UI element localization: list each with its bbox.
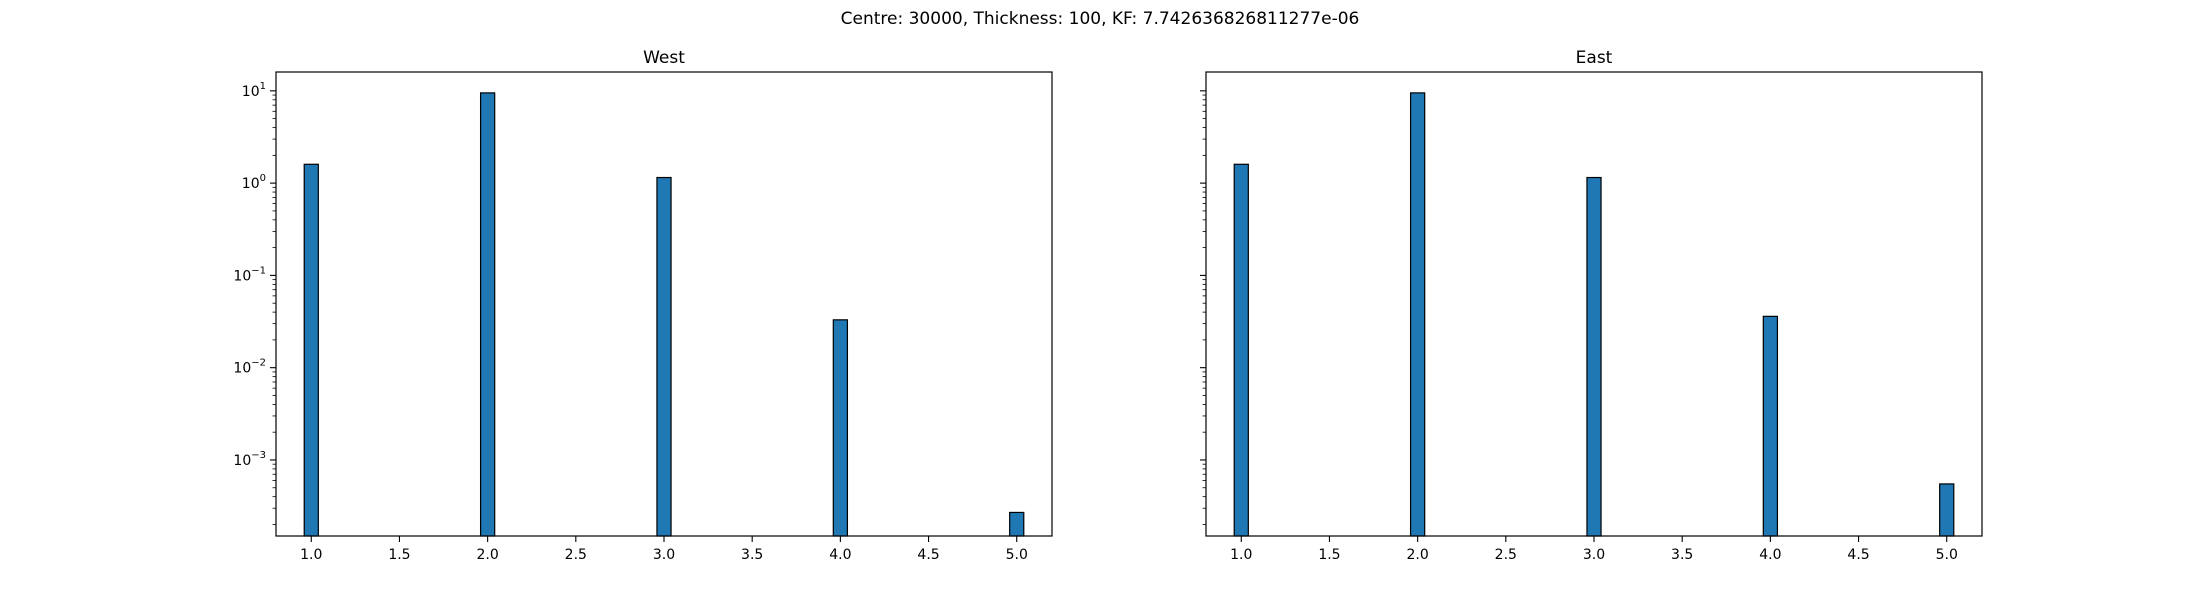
y-tick-label: 10−3 bbox=[233, 450, 266, 469]
y-tick-exponent: −1 bbox=[251, 265, 266, 276]
x-tick-label: 4.5 bbox=[1847, 547, 1869, 563]
x-tick-label: 4.5 bbox=[917, 547, 939, 563]
y-tick-exponent: 0 bbox=[260, 173, 266, 184]
y-tick-base: 10 bbox=[233, 361, 251, 377]
x-tick-label: 5.0 bbox=[1936, 547, 1958, 563]
x-tick-label: 1.5 bbox=[1318, 547, 1340, 563]
bar-1 bbox=[1233, 163, 1249, 537]
x-tick-label: 2.0 bbox=[477, 547, 499, 563]
x-tick-label: 1.5 bbox=[388, 547, 410, 563]
x-tick-label: 2.5 bbox=[565, 547, 587, 563]
x-tick-label: 2.5 bbox=[1495, 547, 1517, 563]
x-tick-label: 3.0 bbox=[1583, 547, 1605, 563]
x-tick-label: 3.0 bbox=[653, 547, 675, 563]
x-tick-label: 4.0 bbox=[1759, 547, 1781, 563]
x-tick-label: 3.5 bbox=[741, 547, 763, 563]
east-panel: East 1.0 1.5 2.0 2.5 3.0 3.5 4.0 4.5 5.0 bbox=[1200, 48, 1983, 563]
x-tick-label: 2.0 bbox=[1407, 547, 1429, 563]
x-tick-label: 1.0 bbox=[1230, 547, 1252, 563]
bar-2 bbox=[479, 92, 496, 537]
bar-1 bbox=[303, 163, 319, 537]
bar-4 bbox=[832, 319, 849, 537]
figure-title: Centre: 30000, Thickness: 100, KF: 7.742… bbox=[841, 9, 1360, 29]
x-tick-label: 4.0 bbox=[829, 547, 851, 563]
y-tick-label: 10−2 bbox=[233, 358, 266, 377]
bar-3 bbox=[656, 176, 672, 537]
panel-title: West bbox=[643, 48, 685, 68]
y-tick-exponent: −2 bbox=[251, 358, 266, 369]
y-tick-exponent: −3 bbox=[251, 450, 266, 461]
y-tick-exponent: 1 bbox=[260, 81, 266, 92]
y-tick-base: 10 bbox=[242, 84, 260, 100]
y-tick-label: 10−1 bbox=[233, 265, 266, 284]
x-tick-label: 1.0 bbox=[300, 547, 322, 563]
bar-5 bbox=[1939, 483, 1955, 537]
y-tick-label: 100 bbox=[242, 173, 266, 192]
bar-3 bbox=[1586, 176, 1602, 537]
y-tick-base: 10 bbox=[242, 176, 260, 192]
y-tick-base: 10 bbox=[233, 453, 251, 469]
bar-5 bbox=[1009, 511, 1025, 537]
y-tick-label: 101 bbox=[242, 81, 266, 100]
bar-4 bbox=[1762, 315, 1779, 537]
y-tick-base: 10 bbox=[233, 268, 251, 284]
x-tick-label: 3.5 bbox=[1671, 547, 1693, 563]
panel-title: East bbox=[1576, 48, 1613, 68]
x-tick-label: 5.0 bbox=[1006, 547, 1028, 563]
bar-2 bbox=[1409, 92, 1426, 537]
